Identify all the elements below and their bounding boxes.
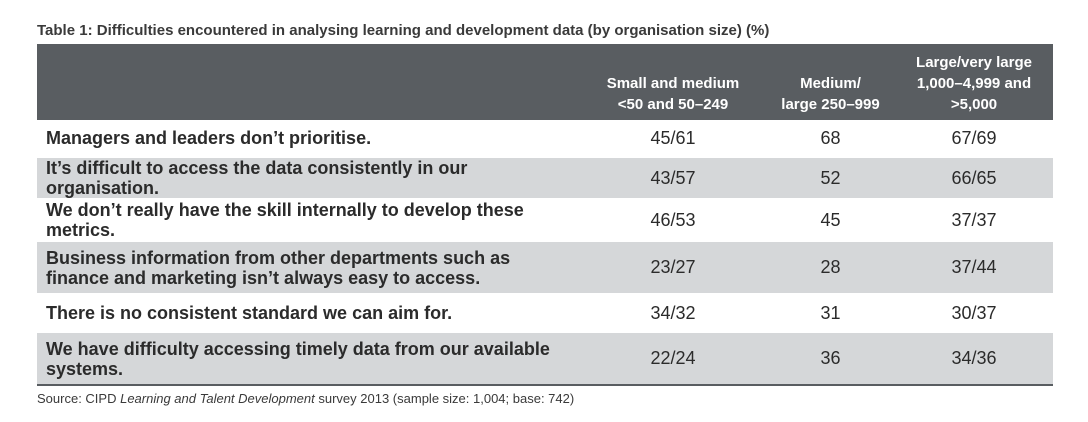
table-title: Table 1: Difficulties encountered in ana… — [37, 22, 770, 39]
header-small-medium: Small and medium <50 and 50–249 — [580, 44, 766, 120]
header-line: Medium/ — [800, 75, 861, 92]
header-line: large 250–999 — [781, 96, 880, 113]
cell-small-medium: 23/27 — [580, 241, 766, 295]
cell-small-medium: 34/32 — [580, 294, 766, 333]
cell-large-very-large: 37/44 — [895, 241, 1053, 295]
header-blank-cell — [37, 44, 580, 120]
source-suffix: survey 2013 (sample size: 1,004; base: 7… — [314, 391, 575, 406]
table-row: There is no consistent standard we can a… — [37, 294, 1053, 333]
table-row: It’s difficult to access the data consis… — [37, 157, 1053, 200]
cell-medium-large: 28 — [766, 241, 895, 295]
table-row: Managers and leaders don’t prioritise. 4… — [37, 120, 1053, 158]
source-prefix: Source: CIPD — [37, 391, 121, 406]
table-row: We don’t really have the skill internall… — [37, 199, 1053, 242]
cell-large-very-large: 67/69 — [895, 120, 1053, 158]
table-row: We have difficulty accessing timely data… — [37, 332, 1053, 386]
data-table: Small and medium <50 and 50–249 Medium/ … — [37, 44, 1053, 386]
cell-medium-large: 52 — [766, 157, 895, 200]
header-line: 1,000–4,999 and — [916, 75, 1032, 92]
header-line: >5,000 — [950, 96, 998, 113]
cell-small-medium: 43/57 — [580, 157, 766, 200]
table-bottom-rule — [37, 384, 1053, 386]
cell-medium-large: 31 — [766, 294, 895, 333]
row-label: It’s difficult to access the data consis… — [37, 157, 580, 200]
header-line: Large/very large — [916, 54, 1032, 71]
report-table-figure: Table 1: Difficulties encountered in ana… — [37, 20, 1053, 408]
row-label: We don’t really have the skill internall… — [37, 199, 580, 242]
cell-medium-large: 68 — [766, 120, 895, 158]
cell-medium-large: 45 — [766, 199, 895, 242]
header-line: Small and medium — [606, 75, 740, 92]
source-note: Source: CIPD Learning and Talent Develop… — [37, 390, 1053, 408]
cell-large-very-large: 66/65 — [895, 157, 1053, 200]
header-medium-large: Medium/ large 250–999 — [766, 44, 895, 120]
cell-small-medium: 22/24 — [580, 332, 766, 386]
cell-large-very-large: 34/36 — [895, 332, 1053, 386]
cell-large-very-large: 30/37 — [895, 294, 1053, 333]
table-row: Business information from other departme… — [37, 241, 1053, 295]
cell-small-medium: 46/53 — [580, 199, 766, 242]
source-survey-name: Learning and Talent Development — [120, 391, 315, 406]
header-line: <50 and 50–249 — [617, 96, 729, 113]
header-row: Small and medium <50 and 50–249 Medium/ … — [37, 44, 1053, 120]
row-label: There is no consistent standard we can a… — [37, 294, 580, 333]
cell-small-medium: 45/61 — [580, 120, 766, 158]
row-label: We have difficulty accessing timely data… — [37, 332, 580, 386]
row-label: Managers and leaders don’t prioritise. — [37, 120, 580, 158]
header-large-very-large: Large/very large 1,000–4,999 and >5,000 — [895, 44, 1053, 120]
cell-medium-large: 36 — [766, 332, 895, 386]
row-label: Business information from other departme… — [37, 241, 580, 295]
cell-large-very-large: 37/37 — [895, 199, 1053, 242]
